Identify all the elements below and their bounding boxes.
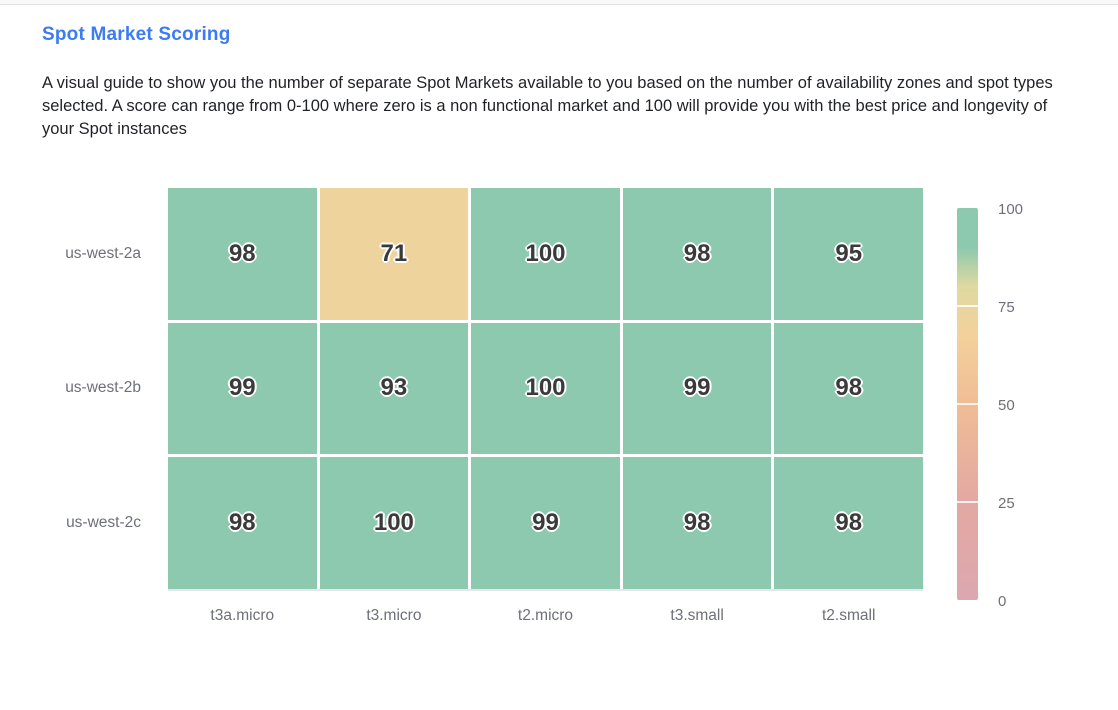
- heatmap-cell[interactable]: 95: [774, 188, 923, 320]
- colorbar-separator: [957, 501, 978, 503]
- col-label: t2.micro: [517, 607, 574, 624]
- cell-value: 99: [532, 509, 559, 537]
- cell-value: 98: [835, 509, 863, 537]
- cell-value: 93: [380, 374, 408, 402]
- heatmap-cell[interactable]: 99: [622, 322, 772, 455]
- col-label: t3.small: [670, 607, 724, 624]
- heatmap-cell[interactable]: 98: [168, 457, 317, 589]
- cell-value: 100: [525, 239, 566, 267]
- heatmap-cell[interactable]: 98: [622, 188, 772, 320]
- cell-value: 99: [683, 374, 711, 402]
- colorbar-tick-label: 50: [998, 397, 1015, 414]
- cell-value: 98: [683, 509, 711, 537]
- heatmap-cell[interactable]: 71: [319, 188, 469, 320]
- colorbar-tick-label: 75: [998, 299, 1015, 316]
- cell-value: 98: [683, 239, 711, 267]
- heatmap-grid: 98 71 100 98 95 99 93 100 99 98 98 100 99 98 98: [168, 188, 923, 589]
- colorbar-tick-label: 0: [998, 593, 1007, 610]
- heatmap-cell[interactable]: 99: [471, 457, 620, 589]
- cell-value: 98: [835, 374, 863, 402]
- col-label: t3.micro: [366, 607, 422, 624]
- heatmap-cell[interactable]: 100: [319, 457, 469, 589]
- cell-value: 98: [228, 509, 256, 537]
- colorbar-tick-label: 25: [998, 495, 1015, 512]
- page-title: Spot Market Scoring: [42, 24, 231, 45]
- x-axis-line: [168, 589, 923, 591]
- cell-value: 71: [380, 239, 408, 267]
- heatmap-cell[interactable]: 99: [168, 322, 317, 455]
- cell-value: 99: [228, 374, 256, 402]
- cell-value: 100: [525, 374, 566, 402]
- colorbar-tick-label: 100: [998, 201, 1024, 218]
- row-label: us-west-2b: [65, 379, 141, 397]
- heatmap-cell[interactable]: 93: [319, 322, 469, 455]
- cell-value: 100: [373, 509, 414, 537]
- top-divider: [0, 0, 1118, 5]
- heatmap-cell[interactable]: 98: [774, 322, 923, 455]
- col-label: t2.small: [821, 607, 876, 624]
- heatmap-cell[interactable]: 98: [168, 188, 317, 320]
- heatmap-cell[interactable]: 100: [471, 188, 620, 320]
- colorbar-separator: [957, 305, 978, 307]
- heatmap-cell[interactable]: 98: [622, 457, 772, 589]
- cell-value: 98: [228, 239, 256, 267]
- heatmap-cell[interactable]: 100: [471, 322, 620, 455]
- row-label: us-west-2a: [65, 244, 141, 262]
- col-label: t3a.micro: [210, 607, 275, 624]
- page-description: A visual guide to show you the number of…: [42, 74, 1053, 138]
- colorbar-separator: [957, 403, 978, 405]
- cell-value: 95: [835, 239, 863, 267]
- row-label: us-west-2c: [66, 514, 141, 532]
- heatmap-cell[interactable]: 98: [774, 457, 923, 589]
